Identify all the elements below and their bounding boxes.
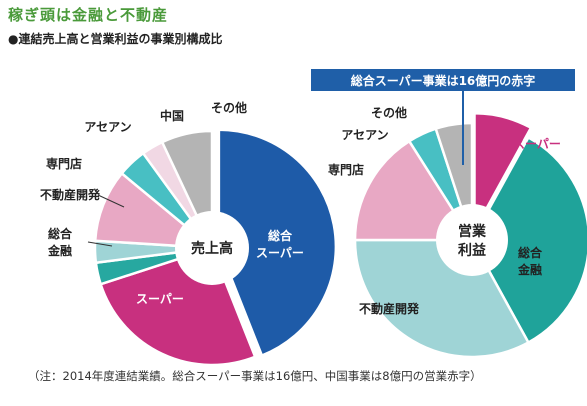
pie-center-hole xyxy=(436,204,508,276)
slice-label: 不動産開発 xyxy=(40,187,101,202)
page-title: 稼ぎ頭は金融と不動産 xyxy=(8,6,169,24)
chart-labels: 総合スーパースーパー総合金融不動産開発専門店アセアン中国その他スーパー総合金融不… xyxy=(40,91,561,316)
slice-label: スーパー xyxy=(256,246,304,260)
slice-label: 総合 xyxy=(48,226,73,241)
pie-slice-総合スーパー xyxy=(217,128,338,358)
footnote: （注：2014年度連結業績。総合スーパー事業は16億円、中国事業は8億円の営業赤… xyxy=(28,369,482,383)
slice-label: 中国 xyxy=(160,108,184,123)
chart-subtitle: ●連結売上高と営業利益の事業別構成比 xyxy=(8,32,223,46)
pie-slice-専門店 xyxy=(353,139,475,242)
pie-center-label: 営業 xyxy=(458,223,487,240)
slice-label: アセアン xyxy=(84,120,131,134)
slice-label: 不動産開発 xyxy=(359,301,420,316)
slice-label: その他 xyxy=(211,100,247,115)
leader-line xyxy=(97,194,125,208)
slice-label: スーパー xyxy=(136,292,184,306)
profit-pie-chart: 営業利益 xyxy=(353,112,587,359)
slice-label: 金融 xyxy=(47,243,72,258)
slice-label: 総合 xyxy=(268,228,293,243)
slice-label: 金融 xyxy=(517,262,542,277)
pie-center-label: 利益 xyxy=(458,242,486,259)
slice-label: 総合 xyxy=(518,245,543,260)
leader-line xyxy=(87,241,113,247)
slice-label: その他 xyxy=(371,105,407,120)
pie-center-hole xyxy=(175,211,249,285)
slice-label: スーパー xyxy=(513,137,561,151)
sales-pie-chart: 売上高 xyxy=(93,128,338,367)
pie-slice-スーパー xyxy=(473,112,533,231)
slice-label: アセアン xyxy=(341,128,388,142)
slice-label: 専門店 xyxy=(328,162,364,177)
deficit-callout: 総合スーパー事業は16億円の赤字 xyxy=(311,69,575,91)
slice-label: 専門店 xyxy=(46,156,82,171)
pie-center-label: 売上高 xyxy=(191,240,233,257)
